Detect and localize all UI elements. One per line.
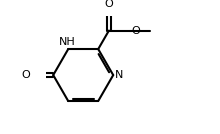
Text: N: N xyxy=(115,70,124,80)
Text: O: O xyxy=(104,0,113,9)
Text: O: O xyxy=(21,70,30,80)
Text: NH: NH xyxy=(59,37,75,47)
Text: O: O xyxy=(131,26,140,36)
